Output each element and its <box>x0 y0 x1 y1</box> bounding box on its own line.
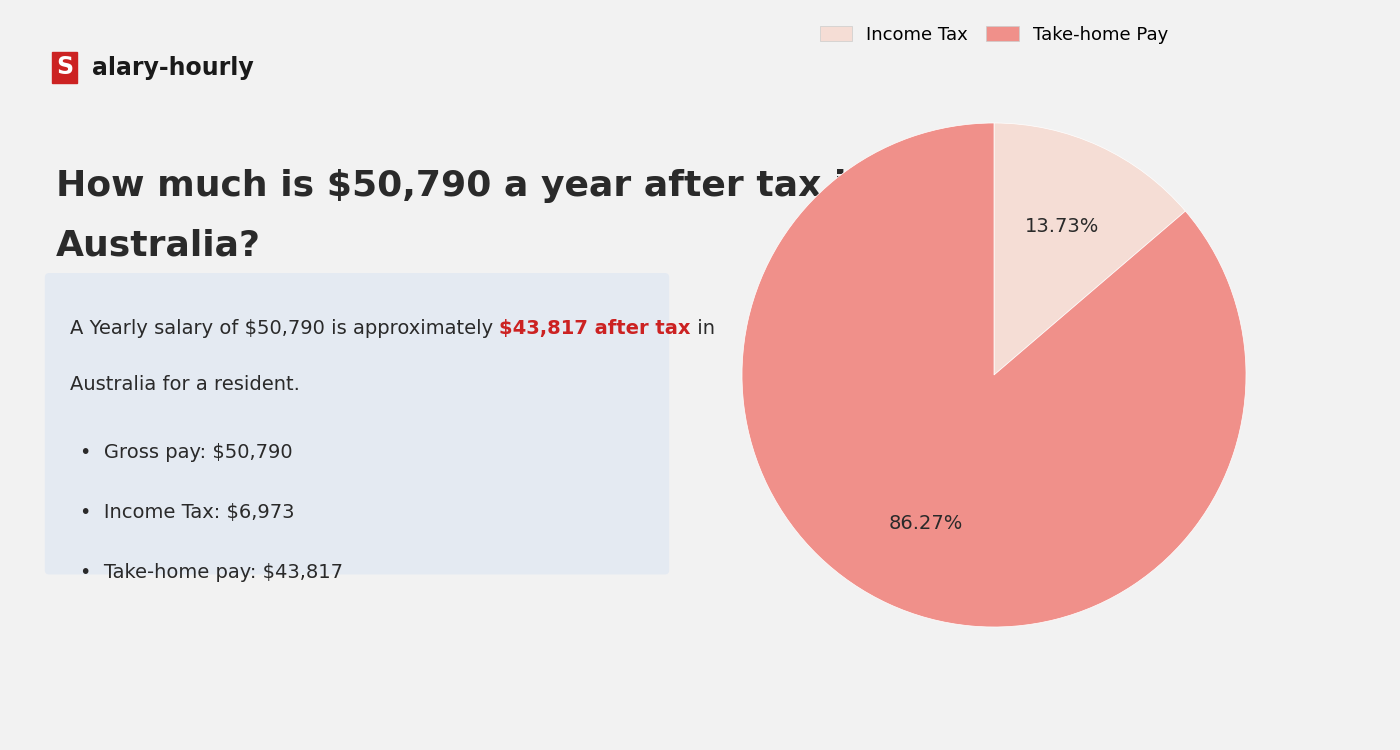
Text: Australia for a resident.: Australia for a resident. <box>70 375 300 394</box>
Text: Australia?: Australia? <box>56 229 260 262</box>
Wedge shape <box>994 123 1186 375</box>
Text: S: S <box>56 56 73 80</box>
Text: 13.73%: 13.73% <box>1025 217 1099 236</box>
Text: $43,817 after tax: $43,817 after tax <box>500 319 690 338</box>
Text: •  Take-home pay: $43,817: • Take-home pay: $43,817 <box>81 562 343 581</box>
Text: A Yearly salary of $50,790 is approximately: A Yearly salary of $50,790 is approximat… <box>70 319 500 338</box>
Legend: Income Tax, Take-home Pay: Income Tax, Take-home Pay <box>812 19 1176 51</box>
Text: alary-hourly: alary-hourly <box>92 56 255 80</box>
FancyBboxPatch shape <box>45 274 669 574</box>
Text: 86.27%: 86.27% <box>889 514 963 533</box>
Text: •  Income Tax: $6,973: • Income Tax: $6,973 <box>81 503 295 521</box>
Text: •  Gross pay: $50,790: • Gross pay: $50,790 <box>81 442 293 461</box>
Wedge shape <box>742 123 1246 627</box>
Text: in: in <box>690 319 715 338</box>
Text: How much is $50,790 a year after tax in: How much is $50,790 a year after tax in <box>56 169 872 202</box>
